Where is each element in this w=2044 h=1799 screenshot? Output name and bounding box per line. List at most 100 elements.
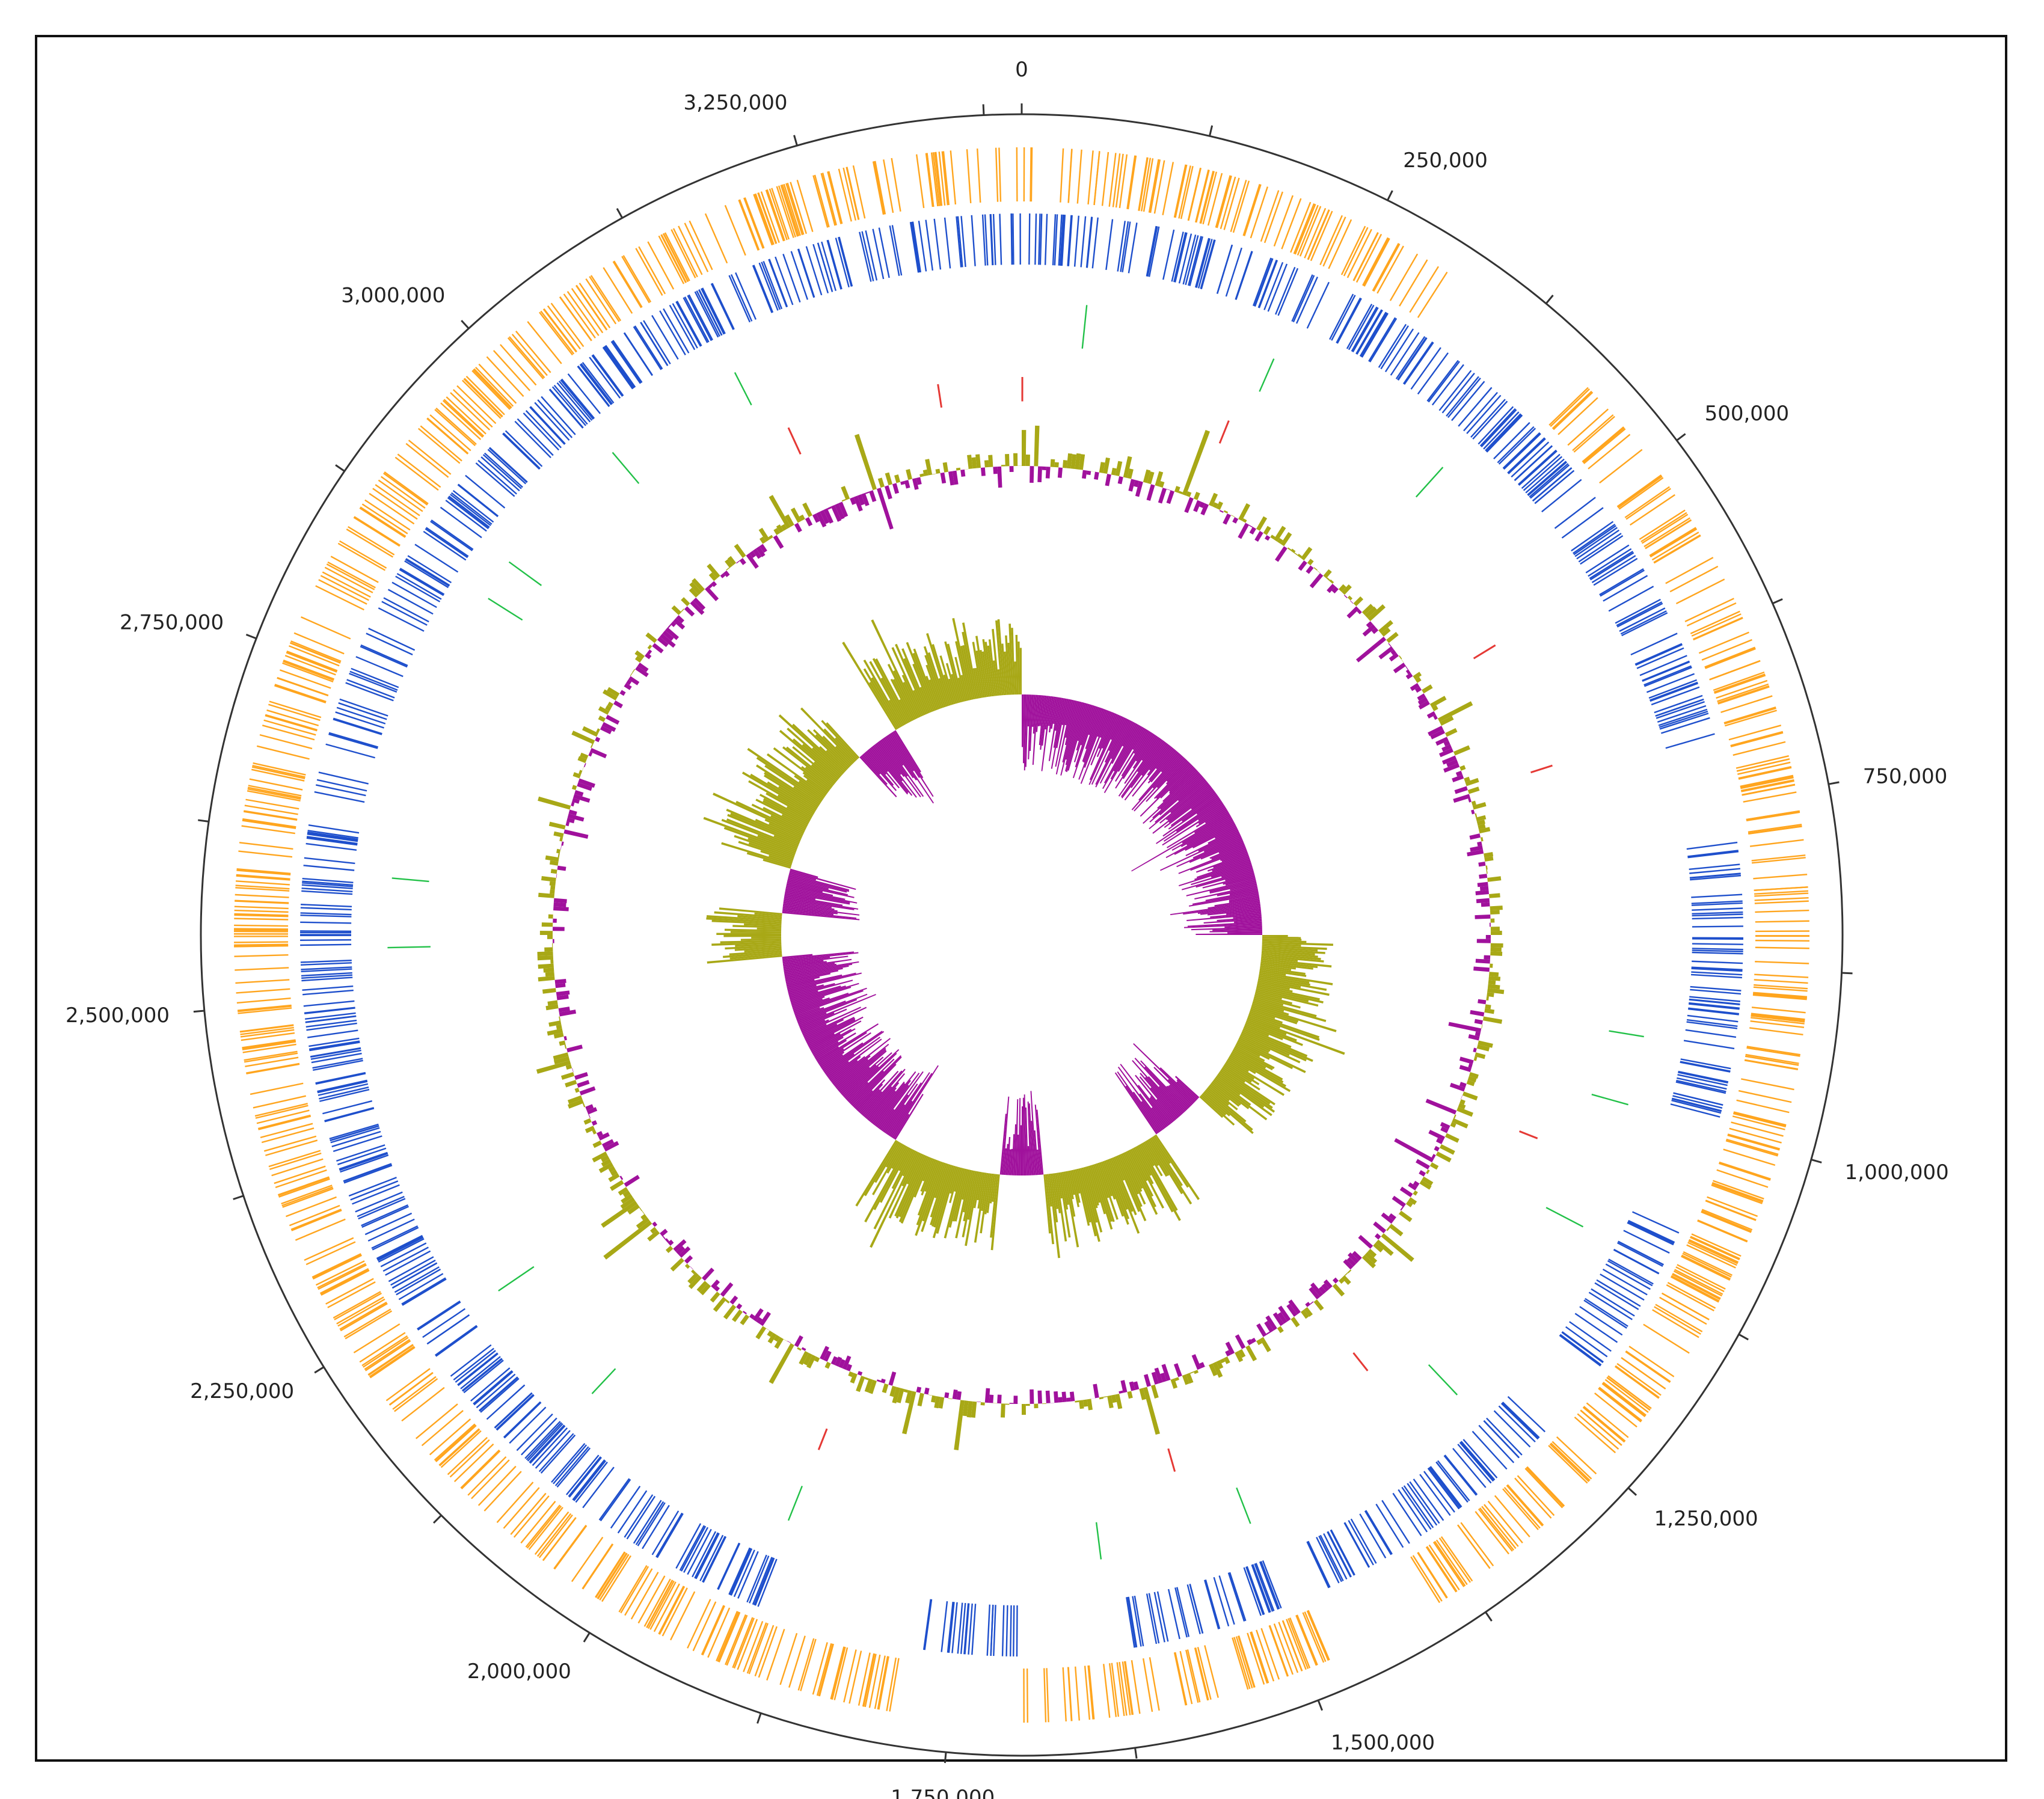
feature-mark-blue xyxy=(303,865,355,871)
gc-skew-bar xyxy=(965,1171,980,1246)
feature-mark-orange xyxy=(582,1543,614,1590)
gc-skew-bar xyxy=(924,655,945,708)
feature-mark-orange xyxy=(1618,477,1664,510)
feature-mark-orange xyxy=(420,425,462,462)
gc-content-bar xyxy=(1135,480,1143,497)
gc-content-bar xyxy=(869,490,877,502)
feature-mark-orange xyxy=(781,184,800,237)
gc-skew-bar xyxy=(1262,938,1302,941)
gc-content-bar xyxy=(583,1118,592,1125)
feature-mark-blue xyxy=(302,880,354,886)
gc-skew-bar xyxy=(1132,728,1147,750)
gc-skew-bar xyxy=(925,675,940,710)
gc-skew-bar xyxy=(1199,1096,1224,1118)
gc-content-bar xyxy=(598,706,610,715)
feature-mark-blue xyxy=(1498,428,1536,465)
gc-skew-bar xyxy=(877,741,905,777)
feature-mark-blue xyxy=(527,1423,563,1462)
feature-mark-orange xyxy=(1672,1273,1720,1301)
feature-mark-orange xyxy=(236,869,291,876)
gc-content-bar xyxy=(585,1104,594,1111)
feature-mark-orange xyxy=(1727,1133,1781,1150)
feature-mark-orange xyxy=(669,1591,696,1641)
gc-content-bar xyxy=(767,1332,777,1344)
feature-mark-orange xyxy=(265,714,318,731)
gc-skew-bar xyxy=(826,722,860,759)
gc-content-bar xyxy=(1475,1052,1486,1059)
gc-content-bar xyxy=(1318,1286,1327,1295)
gc-skew-bar xyxy=(1022,1097,1025,1175)
gc-skew-bar xyxy=(921,1162,946,1233)
feature-mark-blue xyxy=(993,1605,996,1656)
gc-skew-bar xyxy=(1226,1061,1255,1080)
gc-content-bar xyxy=(601,722,616,732)
feature-mark-orange xyxy=(305,1241,356,1266)
gc-content-bar xyxy=(812,513,820,523)
gc-skew-bar xyxy=(1060,701,1080,776)
gc-content-bar xyxy=(1266,1331,1271,1335)
gc-skew-bar xyxy=(1160,773,1201,810)
feature-mark-blue xyxy=(1569,1321,1612,1352)
feature-mark-orange xyxy=(1481,1506,1517,1549)
feature-mark-orange xyxy=(320,1269,369,1295)
feature-mark-orange xyxy=(274,1165,326,1185)
feature-mark-orange xyxy=(542,1517,577,1561)
gc-content-bar xyxy=(1481,902,1490,907)
gc-skew-bar xyxy=(1205,1090,1253,1131)
gc-content-bar xyxy=(608,1172,620,1183)
gc-content-bar xyxy=(1288,1299,1301,1315)
feature-mark-blue xyxy=(941,1601,948,1652)
gc-content-bar xyxy=(1193,1370,1199,1375)
feature-mark-blue xyxy=(956,216,962,268)
gc-skew-bar xyxy=(1146,758,1186,802)
feature-mark-orange xyxy=(1440,1536,1473,1582)
feature-mark-blue xyxy=(922,1599,931,1650)
gc-skew-bar xyxy=(1132,1060,1182,1116)
gc-skew-bar xyxy=(1203,918,1262,924)
feature-mark-orange xyxy=(254,1103,308,1117)
gc-content-bar xyxy=(1256,516,1268,531)
gc-skew-bar xyxy=(826,749,848,771)
feature-mark-blue xyxy=(1253,257,1272,307)
gc-skew-bar xyxy=(882,1094,909,1132)
gc-skew-bar xyxy=(916,1160,941,1225)
gc-content-bar xyxy=(785,514,794,527)
feature-mark-blue xyxy=(683,297,708,343)
gc-content-bar xyxy=(564,1044,567,1049)
feature-mark-blue xyxy=(473,1370,513,1405)
feature-mark-blue xyxy=(1497,426,1535,464)
gc-skew-bar xyxy=(997,669,1002,696)
feature-mark-blue xyxy=(1615,598,1661,624)
gc-skew-bar xyxy=(951,673,960,703)
feature-mark-blue xyxy=(610,341,641,384)
gc-skew-bar xyxy=(857,1083,883,1112)
gc-content-bar xyxy=(1054,1391,1059,1403)
gc-content-bar xyxy=(1050,459,1055,467)
feature-mark-red xyxy=(787,427,802,455)
gc-skew-bar xyxy=(763,800,809,826)
feature-mark-orange xyxy=(820,173,836,226)
gc-skew-bar xyxy=(1046,1174,1052,1207)
tick-label: 2,750,000 xyxy=(120,611,224,635)
gc-content-bar xyxy=(1422,684,1433,694)
gc-content-bar xyxy=(542,988,556,994)
feature-mark-blue xyxy=(1580,535,1624,565)
gc-content-bar xyxy=(1280,532,1292,547)
gc-skew-bar xyxy=(714,911,782,919)
gc-skew-bar xyxy=(1262,942,1333,946)
gc-skew-bar xyxy=(788,875,850,892)
gc-content-bar xyxy=(1045,467,1051,479)
feature-mark-blue xyxy=(324,1107,374,1122)
feature-mark-blue xyxy=(680,1525,707,1572)
gc-content-bar xyxy=(1030,466,1034,483)
gc-skew-bar xyxy=(1072,706,1098,779)
gc-content-bar xyxy=(948,471,955,486)
feature-mark-orange xyxy=(1553,391,1594,431)
feature-mark-blue xyxy=(330,1125,379,1142)
gc-skew-bar xyxy=(1031,1121,1036,1175)
gc-skew-bar xyxy=(766,753,826,797)
gc-content-bar xyxy=(938,1397,945,1409)
gc-content-bar xyxy=(1410,682,1420,691)
feature-mark-orange xyxy=(244,804,298,815)
feature-mark-orange xyxy=(286,652,337,673)
